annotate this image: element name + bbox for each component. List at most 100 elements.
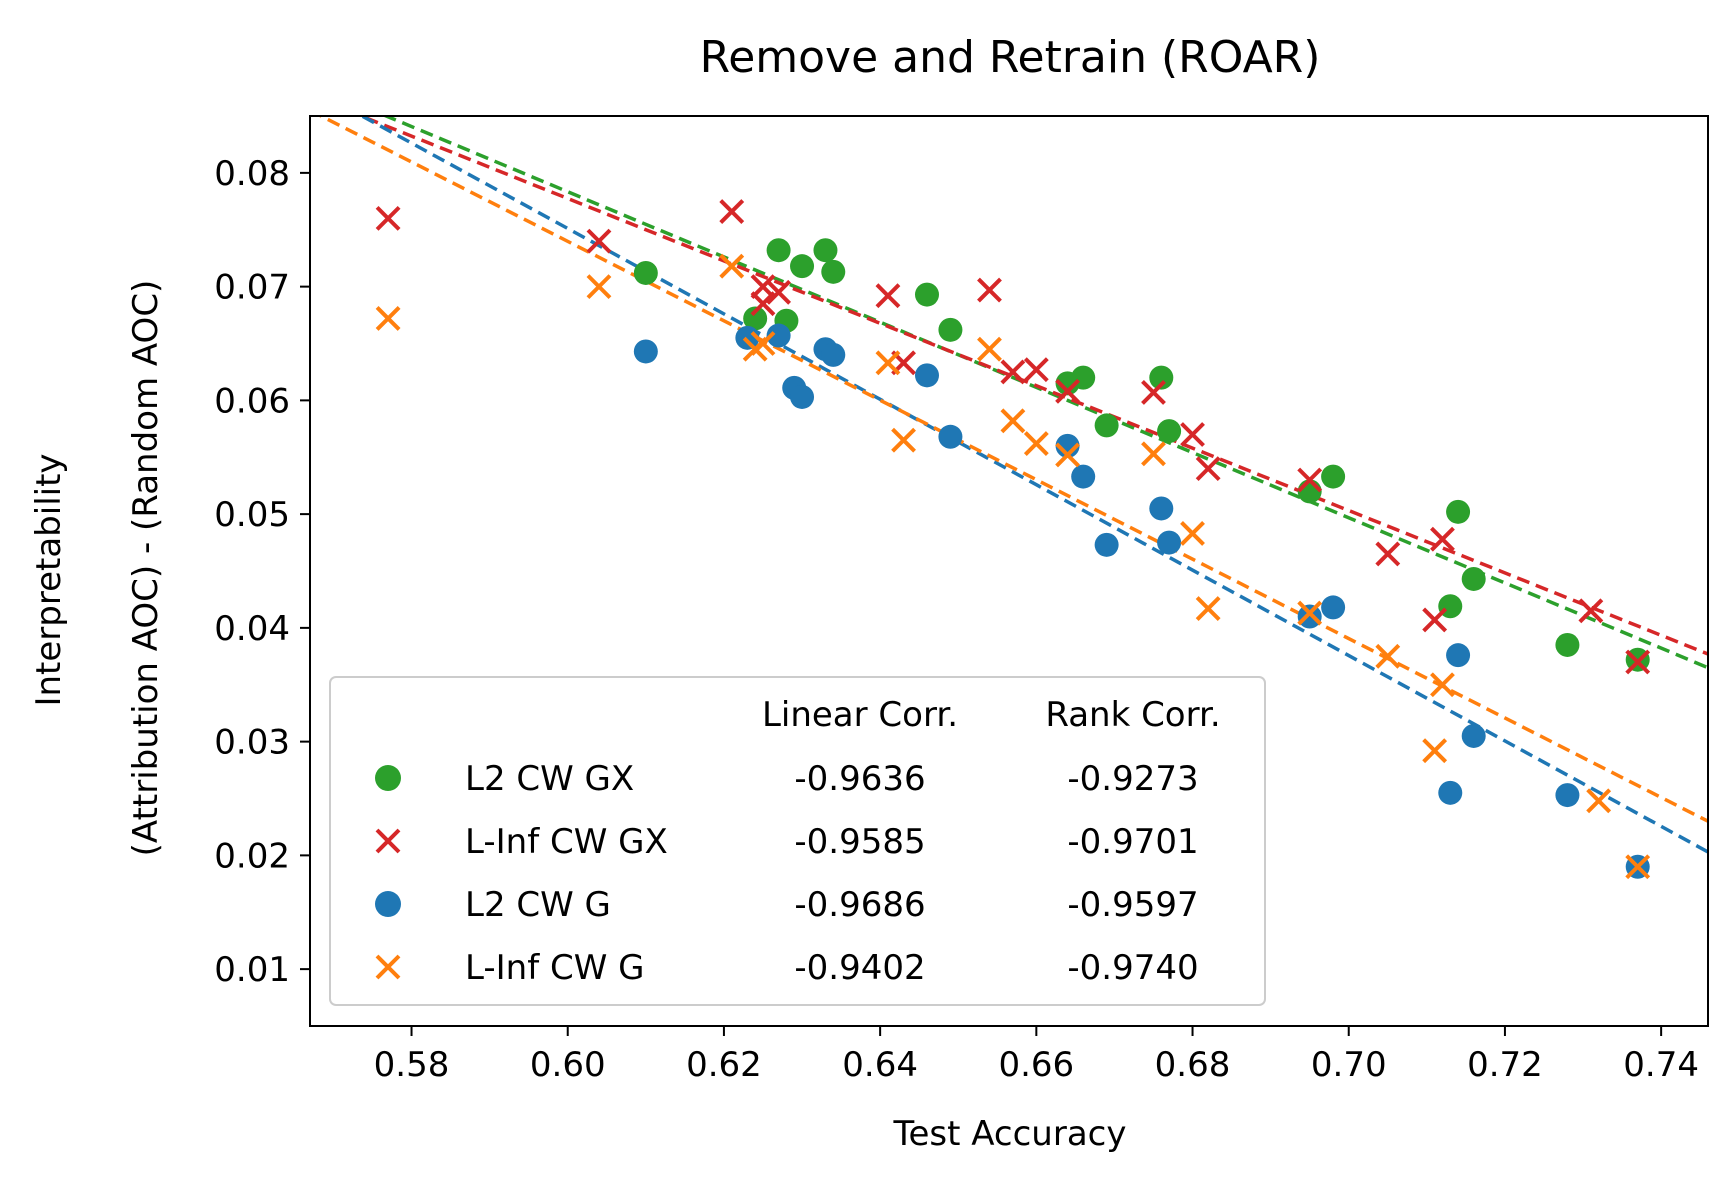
x-tick-label: 0.70: [1311, 1045, 1387, 1085]
point-l-inf-cw-g: [586, 274, 612, 300]
point-l-inf-cw-gx: [1297, 467, 1323, 493]
point-l-inf-cw-g: [1000, 408, 1026, 434]
point-l2-cw-gx: [1157, 419, 1182, 444]
y-tick-label: 0.07: [214, 268, 290, 308]
legend-linear-corr: -0.9585: [794, 822, 925, 862]
chart-title: Remove and Retrain (ROAR): [700, 32, 1321, 83]
point-l-inf-cw-gx: [1430, 526, 1455, 552]
point-l-inf-cw-gx: [1023, 357, 1049, 383]
point-l-inf-cw-g: [750, 331, 776, 356]
y-axis-label-line2: (Attribution AOC) - (Random AOC): [126, 280, 166, 857]
legend-header-linear: Linear Corr.: [762, 695, 958, 735]
point-l-inf-cw-g: [977, 336, 1002, 362]
point-l2-cw-gx: [914, 282, 939, 307]
y-tick-label: 0.02: [214, 836, 290, 876]
point-l-inf-cw-g: [1180, 521, 1205, 546]
point-l-inf-cw-g: [1055, 442, 1080, 468]
point-l2-cw-g: [1055, 433, 1080, 458]
point-l2-cw-g: [1297, 604, 1322, 629]
point-l-inf-cw-g: [1141, 441, 1166, 467]
point-l-inf-cw-gx: [1180, 422, 1205, 447]
legend-label: L-Inf CW G: [465, 948, 644, 988]
point-l-inf-cw-g: [1625, 854, 1651, 880]
point-l-inf-cw-gx: [1000, 359, 1026, 385]
point-l2-cw-gx: [813, 238, 838, 263]
y-tick-label: 0.08: [214, 154, 290, 194]
point-l-inf-cw-gx: [1375, 541, 1401, 567]
point-l-inf-cw-g: [1422, 738, 1448, 764]
point-l2-cw-gx: [821, 259, 846, 284]
point-l2-cw-g: [1321, 595, 1346, 620]
x-tick-label: 0.60: [530, 1045, 606, 1085]
x-tick-label: 0.72: [1467, 1045, 1543, 1085]
legend-linear-corr: -0.9636: [794, 759, 925, 799]
point-l2-cw-g: [1157, 530, 1182, 555]
point-l-inf-cw-gx: [766, 279, 792, 305]
point-l-inf-cw-gx: [875, 283, 901, 309]
x-tick-label: 0.58: [374, 1045, 450, 1085]
point-l2-cw-gx: [633, 260, 658, 285]
x-tick-label: 0.66: [998, 1045, 1074, 1085]
point-l2-cw-gx: [766, 238, 791, 263]
y-axis-label-line1: Interpretability: [29, 453, 69, 706]
point-l-inf-cw-g: [1023, 431, 1049, 457]
point-l-inf-cw-gx: [719, 199, 745, 224]
trend-line-l-inf-cw-g: [317, 116, 1708, 823]
point-l2-cw-g: [821, 342, 846, 367]
point-l-inf-cw-gx: [1578, 598, 1604, 624]
legend-label: L-Inf CW GX: [465, 822, 668, 862]
x-tick-label: 0.68: [1155, 1045, 1231, 1085]
legend-marker: [375, 891, 401, 917]
y-tick-label: 0.05: [214, 495, 290, 535]
point-l2-cw-g: [1446, 643, 1471, 668]
point-l-inf-cw-gx: [1625, 649, 1651, 675]
plot-clip-group: [317, 116, 1708, 880]
point-l2-cw-g: [1149, 496, 1174, 521]
point-l2-cw-g: [1094, 532, 1119, 557]
x-axis-label: Test Accuracy: [893, 1114, 1127, 1154]
point-l2-cw-gx: [1149, 365, 1174, 390]
point-l-inf-cw-gx: [750, 291, 776, 317]
plot-area: [317, 116, 1708, 880]
point-l2-cw-g: [1438, 780, 1463, 805]
legend-box: [329, 676, 1266, 1006]
point-l2-cw-g: [1071, 464, 1096, 489]
point-l2-cw-gx: [743, 306, 768, 331]
point-l-inf-cw-g: [719, 253, 745, 279]
x-tick-label: 0.74: [1623, 1045, 1699, 1085]
legend-header-rank: Rank Corr.: [1045, 695, 1220, 735]
point-l2-cw-gx: [1094, 413, 1119, 438]
legend-label: L2 CW G: [465, 885, 611, 925]
point-l2-cw-g: [1555, 783, 1580, 808]
point-l-inf-cw-gx: [1422, 607, 1448, 633]
point-l-inf-cw-gx: [1055, 378, 1080, 404]
point-l-inf-cw-g: [1430, 672, 1455, 698]
point-l-inf-cw-g: [1297, 600, 1323, 626]
point-l-inf-cw-gx: [977, 277, 1002, 303]
point-l2-cw-g: [790, 384, 815, 409]
legend: Linear Corr. Rank Corr. L2 CW GX -0.9636 -0.…: [329, 676, 1266, 1006]
point-l-inf-cw-g: [1195, 596, 1221, 621]
point-l2-cw-gx: [938, 317, 963, 342]
point-l2-cw-g: [766, 323, 791, 348]
y-tick-label: 0.06: [214, 381, 290, 421]
point-l2-cw-gx: [1461, 566, 1486, 591]
point-l2-cw-gx: [1297, 479, 1322, 504]
legend-linear-corr: -0.9402: [794, 948, 925, 988]
point-l2-cw-g: [1461, 723, 1486, 748]
point-l2-cw-gx: [1555, 632, 1580, 657]
point-l-inf-cw-gx: [1195, 456, 1221, 482]
legend-rank-corr: -0.9701: [1067, 822, 1198, 862]
legend-rank-corr: -0.9740: [1067, 948, 1198, 988]
x-tick-label: 0.62: [686, 1045, 762, 1085]
legend-rank-corr: -0.9597: [1067, 885, 1198, 925]
legend-marker: [375, 954, 401, 980]
legend-marker: [375, 828, 401, 854]
plot-frame: [309, 115, 1709, 1027]
y-tick-label: 0.01: [214, 950, 290, 990]
legend-marker: [375, 765, 401, 791]
legend-label: L2 CW GX: [465, 759, 634, 799]
y-tick-label: 0.03: [214, 723, 290, 763]
point-l2-cw-g: [914, 363, 939, 388]
